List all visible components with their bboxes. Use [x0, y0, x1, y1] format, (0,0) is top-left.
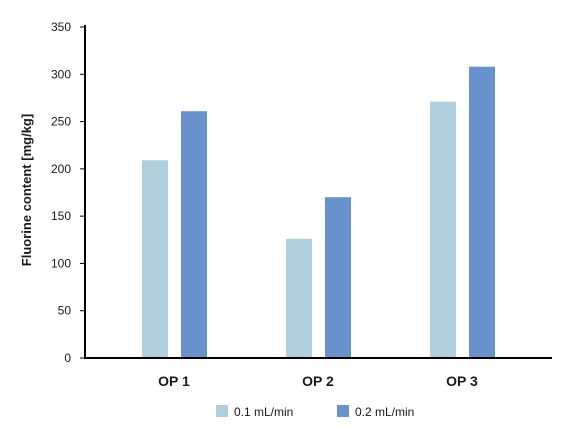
y-ticks-group: 0 50 100 150 200 250 300 350 [51, 20, 85, 365]
y-tick-label: 300 [51, 67, 71, 81]
x-category-label: OP 3 [446, 373, 478, 389]
y-tick-label: 0 [64, 351, 71, 365]
y-tick-label: 350 [51, 20, 71, 34]
bar-series-2-op-2 [325, 197, 351, 358]
bars-group [142, 66, 495, 358]
y-tick-label: 100 [51, 256, 71, 270]
y-tick-label: 50 [58, 304, 72, 318]
category-labels-group: OP 1 OP 2 OP 3 [158, 373, 478, 389]
y-tick-label: 250 [51, 115, 71, 129]
bar-series-1-op-3 [430, 101, 456, 358]
legend: 0.1 mL/min 0.2 mL/min [216, 405, 414, 419]
legend-swatch-2 [337, 405, 349, 417]
legend-swatch-1 [216, 405, 228, 417]
x-category-label: OP 1 [158, 373, 190, 389]
axes-group [84, 25, 552, 359]
legend-label-1: 0.1 mL/min [234, 405, 293, 419]
bar-series-2-op-3 [469, 66, 495, 358]
y-tick-label: 150 [51, 209, 71, 223]
y-axis-title: Fluorine content [mg/kg] [19, 114, 34, 266]
legend-label-2: 0.2 mL/min [355, 405, 414, 419]
bar-series-1-op-2 [286, 238, 312, 358]
y-tick-label: 200 [51, 162, 71, 176]
bar-series-1-op-1 [142, 160, 168, 358]
x-category-label: OP 2 [302, 373, 334, 389]
bar-series-2-op-1 [181, 111, 207, 358]
